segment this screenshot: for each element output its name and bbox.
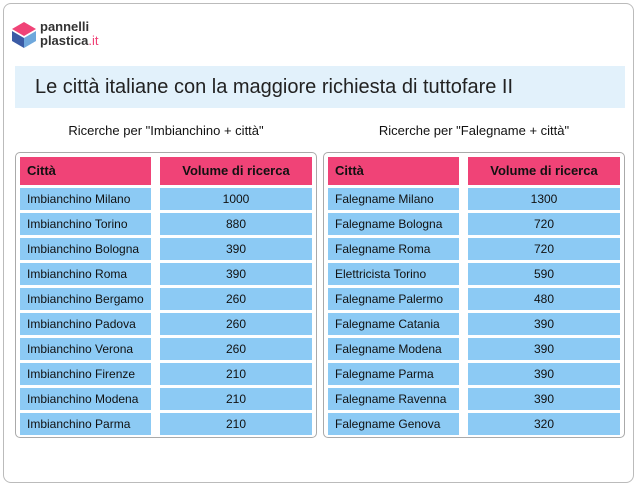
table-cell: Imbianchino Milano — [20, 188, 151, 210]
table-cell: 390 — [468, 313, 620, 335]
frame — [3, 3, 634, 483]
table-cell: 390 — [468, 338, 620, 360]
table-cell: Falegname Catania — [328, 313, 459, 335]
table-cell: Falegname Ravenna — [328, 388, 459, 410]
header-cell: Volume di ricerca — [160, 157, 312, 185]
logo-icon — [12, 22, 36, 48]
table-caption: Ricerche per "Imbianchino + città" — [68, 123, 264, 138]
table-cell: 210 — [160, 388, 312, 410]
table-cell: 260 — [160, 338, 312, 360]
table-cell: 880 — [160, 213, 312, 235]
title: Le città italiane con la maggiore richie… — [15, 66, 625, 108]
table-cell: Imbianchino Verona — [20, 338, 151, 360]
logo-text: pannelli plastica.it — [40, 20, 99, 48]
table-cell: Falegname Modena — [328, 338, 459, 360]
table-caption: Ricerche per "Falegname + città" — [378, 123, 570, 138]
table-cell: Falegname Bologna — [328, 213, 459, 235]
logo-line: plastica.it — [40, 34, 99, 48]
table-cell: 320 — [468, 413, 620, 435]
header-cell: Città — [328, 157, 459, 185]
table-cell: Imbianchino Firenze — [20, 363, 151, 385]
table-cell: Elettricista Torino — [328, 263, 459, 285]
table-cell: Imbianchino Parma — [20, 413, 151, 435]
table: Città Volume di ricerca Imbianchino Milano… — [15, 152, 317, 438]
table-cell: 1300 — [468, 188, 620, 210]
table-cell: Imbianchino Bologna — [20, 238, 151, 260]
table-cell: 590 — [468, 263, 620, 285]
logo-suffix: .it — [88, 33, 99, 48]
table-cell: 390 — [468, 363, 620, 385]
table-cell: Imbianchino Padova — [20, 313, 151, 335]
table-cell: Falegname Palermo — [328, 288, 459, 310]
table-cell: 720 — [468, 213, 620, 235]
header-cell: Città — [20, 157, 151, 185]
table-cell: Imbianchino Torino — [20, 213, 151, 235]
table-cell: 210 — [160, 363, 312, 385]
logo-word: plastica — [40, 33, 89, 48]
header-cell: Volume di ricerca — [468, 157, 620, 185]
table-cell: 390 — [160, 263, 312, 285]
table-cell: Falegname Roma — [328, 238, 459, 260]
logo-line: pannelli — [40, 19, 90, 34]
table: Città Volume di ricerca Falegname Milano 13… — [323, 152, 625, 438]
table-cell: Falegname Milano — [328, 188, 459, 210]
table-cell: 1000 — [160, 188, 312, 210]
table-cell: Imbianchino Bergamo — [20, 288, 151, 310]
table-cell: 390 — [468, 388, 620, 410]
table-cell: Falegname Genova — [328, 413, 459, 435]
table-cell: 260 — [160, 288, 312, 310]
table-cell: Imbianchino Roma — [20, 263, 151, 285]
table-cell: 260 — [160, 313, 312, 335]
table-cell: Falegname Parma — [328, 363, 459, 385]
table-cell: Imbianchino Modena — [20, 388, 151, 410]
table-cell: 390 — [160, 238, 312, 260]
table-cell: 720 — [468, 238, 620, 260]
table-cell: 480 — [468, 288, 620, 310]
table-cell: 210 — [160, 413, 312, 435]
